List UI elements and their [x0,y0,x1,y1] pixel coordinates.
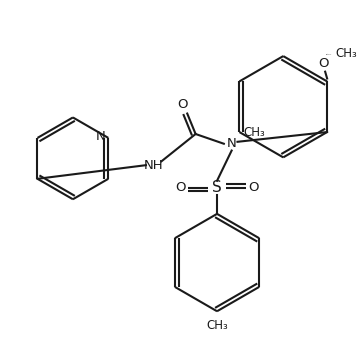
Text: methoxy: methoxy [326,54,332,55]
Text: CH₃: CH₃ [243,126,265,139]
Text: O: O [178,98,188,111]
Text: NH: NH [144,159,164,172]
Text: N: N [227,137,237,150]
Text: O: O [318,57,329,70]
Text: CH₃: CH₃ [335,47,357,60]
Text: O: O [248,181,258,194]
Text: O: O [176,181,186,194]
Text: S: S [212,180,222,195]
Text: N: N [95,130,105,143]
Text: CH₃: CH₃ [206,319,228,332]
